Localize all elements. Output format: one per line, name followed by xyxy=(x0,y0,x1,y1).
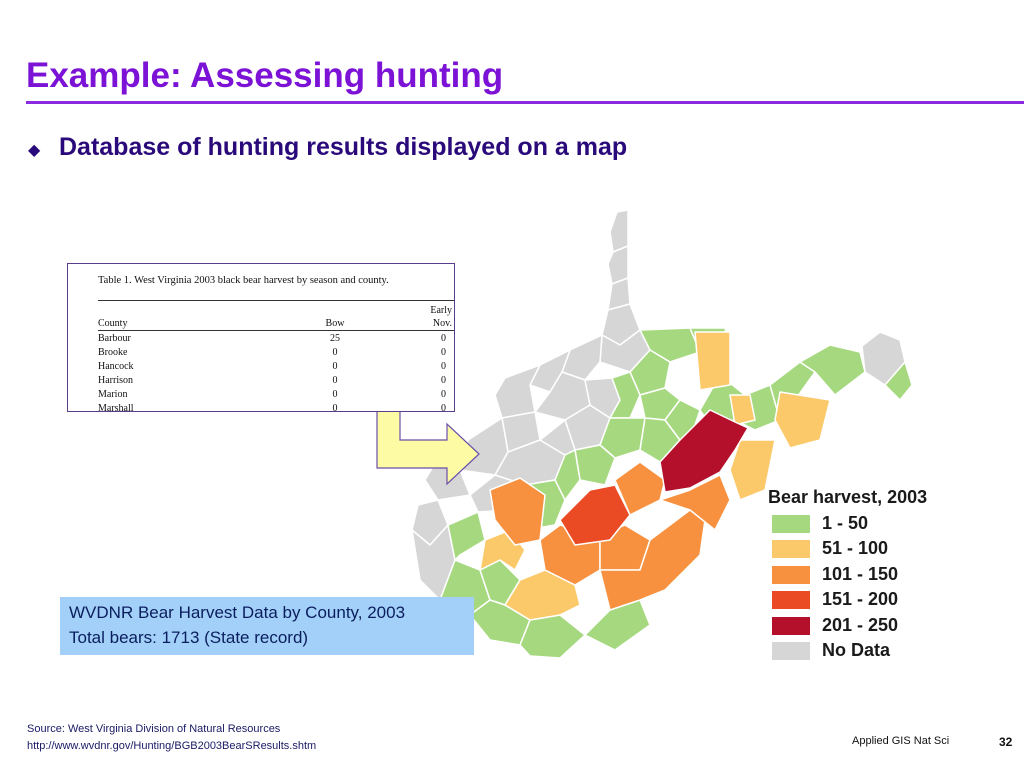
cell-bow: 0 xyxy=(332,403,338,412)
slide-title: Example: Assessing hunting xyxy=(26,56,504,95)
table-row: Brooke 0 0 xyxy=(98,346,454,360)
county-morgan xyxy=(799,344,866,396)
legend-label: 101 - 150 xyxy=(822,564,899,584)
legend-label: 151 - 200 xyxy=(822,589,899,609)
cell-bow: 0 xyxy=(332,361,338,372)
cell-nov: 0 xyxy=(441,347,446,358)
legend-label: No Data xyxy=(822,640,891,660)
county-monongalia xyxy=(639,327,701,363)
cell-nov: 0 xyxy=(441,389,446,400)
legend-swatch xyxy=(772,642,810,660)
cell-county: Marion xyxy=(98,389,128,400)
county-lincoln xyxy=(447,511,486,561)
legend-label: 1 - 50 xyxy=(822,513,869,533)
county-highland-edge xyxy=(729,439,776,501)
bullet-point: Database of hunting results displayed on… xyxy=(59,133,628,161)
bullet-diamond-icon: ◆ xyxy=(28,142,41,159)
cell-county: Brooke xyxy=(98,347,128,358)
info-line-dataset: WVDNR Bear Harvest Data by County, 2003 xyxy=(69,603,406,622)
county-pendleton xyxy=(774,391,831,449)
cell-county: Hancock xyxy=(98,361,134,372)
table-caption: Table 1. West Virginia 2003 black bear h… xyxy=(98,275,389,286)
cell-nov: 0 xyxy=(441,403,446,412)
cell-county: Barbour xyxy=(98,333,131,344)
cell-bow: 0 xyxy=(332,389,338,400)
header-early-line2: Nov. xyxy=(432,318,452,329)
cell-county: Marshall xyxy=(98,403,134,412)
county-wood xyxy=(494,364,541,419)
table-rule-header xyxy=(98,330,454,331)
legend-swatch xyxy=(772,617,810,635)
county-hardy xyxy=(729,394,756,426)
county-hancock xyxy=(609,209,629,253)
cell-nov: 0 xyxy=(441,333,446,344)
table-row: Hancock 0 0 xyxy=(98,360,454,374)
info-callout: WVDNR Bear Harvest Data by County, 2003 … xyxy=(60,597,474,655)
header-early-line1: Early xyxy=(430,305,452,316)
legend-label: 51 - 100 xyxy=(822,538,889,558)
table-row: Marion 0 0 xyxy=(98,388,454,402)
footer-course-name: Applied GIS Nat Sci xyxy=(852,735,950,747)
harvest-table: Table 1. West Virginia 2003 black bear h… xyxy=(67,263,455,412)
legend-label: 201 - 250 xyxy=(822,615,899,635)
table-rule-top xyxy=(98,300,454,301)
cell-bow: 0 xyxy=(332,347,338,358)
legend-swatch xyxy=(772,515,810,533)
cell-nov: 0 xyxy=(441,375,446,386)
table-row: Barbour 25 0 xyxy=(98,332,454,346)
table-rows: Barbour 25 0 Brooke 0 0 Hancock 0 0 Harr… xyxy=(98,332,454,412)
county-brooke xyxy=(607,245,629,285)
cell-nov: 0 xyxy=(441,361,446,372)
legend-swatch xyxy=(772,566,810,584)
table-row: Harrison 0 0 xyxy=(98,374,454,388)
table-header-bow: Bow xyxy=(325,318,345,329)
page-number: 32 xyxy=(999,735,1013,749)
county-berkeley xyxy=(884,361,913,401)
county-monroe xyxy=(584,599,651,651)
county-randolph xyxy=(659,409,749,493)
table-header-early-nov: Early Nov. xyxy=(412,304,452,330)
county-greenbrier xyxy=(599,509,706,611)
legend-swatch xyxy=(772,540,810,558)
cell-bow: 0 xyxy=(332,375,338,386)
cell-county: Harrison xyxy=(98,375,133,386)
legend-title: Bear harvest, 2003 xyxy=(768,487,928,507)
info-line-total: Total bears: 1713 (State record) xyxy=(69,628,309,647)
title-divider xyxy=(26,101,1024,104)
county-fayette xyxy=(559,484,631,546)
source-credit: Source: West Virginia Division of Natura… xyxy=(27,723,281,735)
table-row: Marshall 0 0 xyxy=(98,402,454,412)
table-header-county: County xyxy=(98,318,128,329)
county-garrett-edge xyxy=(694,331,731,391)
county-pocahontas xyxy=(659,474,731,531)
county-mercer xyxy=(519,614,586,659)
cell-bow: 25 xyxy=(330,333,340,344)
source-url: http://www.wvdnr.gov/Hunting/BGB2003Bear… xyxy=(27,740,317,752)
legend-swatch xyxy=(772,591,810,609)
